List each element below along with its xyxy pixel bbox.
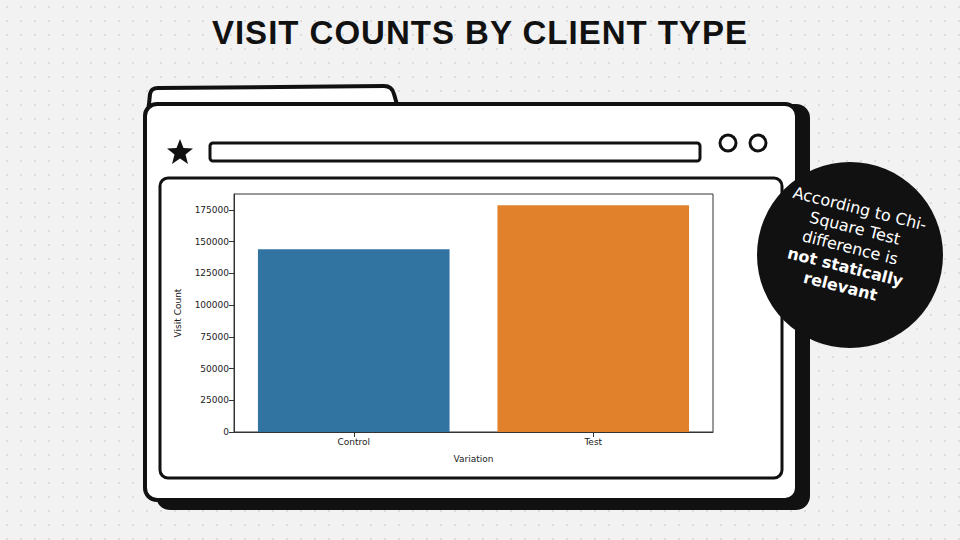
svg-text:75000: 75000 — [200, 332, 229, 342]
svg-text:150000: 150000 — [195, 237, 230, 247]
svg-text:125000: 125000 — [195, 268, 230, 278]
svg-text:Visit Count: Visit Count — [173, 288, 183, 337]
html-text:According to Chi-Square Test d: According to Chi-Square Test difference … — [791, 182, 929, 269]
html-text:VISIT COUNTS BY CLIENT TYPE: VISIT COUNTS BY CLIENT TYPE — [211, 14, 749, 51]
html-text:not statically relevant: not statically relevant — [785, 243, 905, 305]
svg-text:Variation: Variation — [454, 454, 494, 464]
svg-text:Control: Control — [337, 437, 370, 447]
svg-text:25000: 25000 — [200, 395, 229, 405]
svg-text:Test: Test — [583, 437, 602, 447]
svg-text:50000: 50000 — [200, 364, 229, 374]
svg-text:175000: 175000 — [195, 205, 230, 215]
svg-text:0: 0 — [223, 427, 229, 437]
svg-text:100000: 100000 — [195, 300, 230, 310]
